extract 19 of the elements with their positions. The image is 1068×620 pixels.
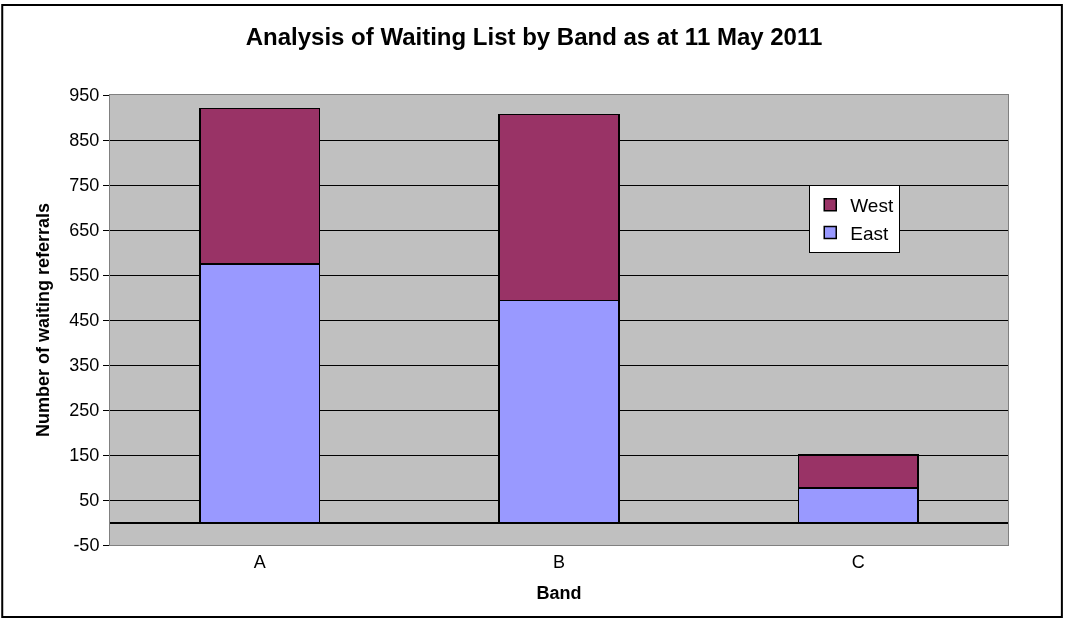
x-tick-label: B <box>552 551 566 572</box>
y-tick-label: 950 <box>69 85 100 106</box>
x-tick-label: C <box>851 551 865 572</box>
y-tick-label: 550 <box>69 265 100 286</box>
y-tick-label: 850 <box>69 130 100 151</box>
y-tick-label: 150 <box>69 445 100 466</box>
y-tick-label: 450 <box>69 310 100 331</box>
legend-label: East <box>850 222 889 244</box>
y-tick-label: 250 <box>69 400 100 421</box>
y-tick-label: 650 <box>69 220 100 241</box>
y-tick-label: 750 <box>69 175 100 196</box>
chart-title: Analysis of Waiting List by Band as at 11 May 2011 <box>245 22 823 50</box>
x-tick-label: A <box>253 551 266 572</box>
y-tick-label: 350 <box>69 355 100 376</box>
legend-label: West <box>850 195 894 217</box>
y-tick-label: 50 <box>79 490 100 511</box>
y-axis-title: Number of waiting referrals <box>32 202 53 438</box>
x-axis-title: Band <box>536 582 582 603</box>
y-tick-label: -50 <box>73 535 100 556</box>
